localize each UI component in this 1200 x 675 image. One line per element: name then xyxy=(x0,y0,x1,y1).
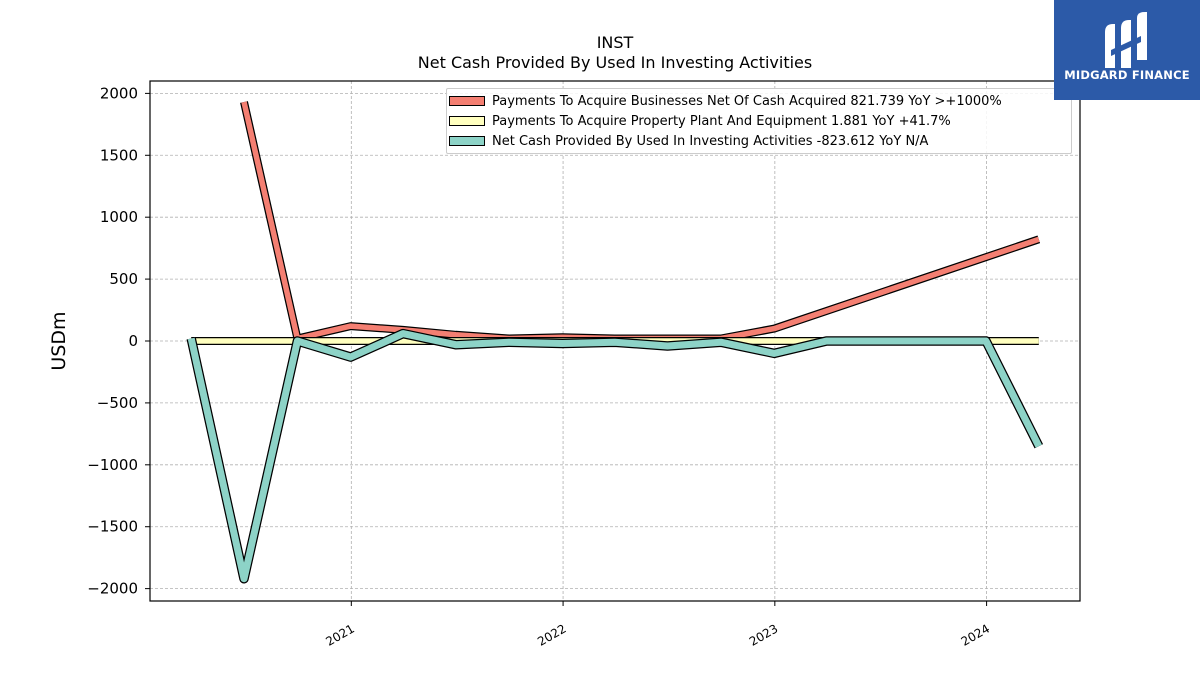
y-tick-label: 0 xyxy=(128,332,138,350)
midgard-finance-logo: MIDGARD FINANCE xyxy=(1054,0,1200,100)
legend-swatch-ppe xyxy=(449,116,485,126)
x-tick-label: 2022 xyxy=(535,621,568,648)
legend-swatch-investing xyxy=(449,136,485,146)
y-tick-label: 1000 xyxy=(100,208,138,226)
y-tick-label: 2000 xyxy=(100,84,138,102)
logo-text: MIDGARD FINANCE xyxy=(1064,68,1190,82)
series-outline-3 xyxy=(186,328,1044,584)
y-tick-label: −2000 xyxy=(87,580,138,598)
y-tick-label: −500 xyxy=(97,394,138,412)
logo-mark-icon xyxy=(1105,12,1147,68)
chart-title: INST xyxy=(596,33,634,52)
y-axis-label: USDm xyxy=(48,311,70,370)
legend-entry-businesses: Payments To Acquire Businesses Net Of Ca… xyxy=(447,92,1002,110)
series-line-3 xyxy=(187,330,1042,583)
chart-subtitle: Net Cash Provided By Used In Investing A… xyxy=(417,53,813,72)
legend-label-investing: Net Cash Provided By Used In Investing A… xyxy=(492,133,929,149)
chart-legend: Payments To Acquire Businesses Net Of Ca… xyxy=(446,88,1072,154)
legend-entry-ppe: Payments To Acquire Property Plant And E… xyxy=(447,112,951,130)
x-tick-label: 2021 xyxy=(323,621,356,648)
legend-label-businesses: Payments To Acquire Businesses Net Of Ca… xyxy=(492,93,1002,109)
y-tick-label: 500 xyxy=(109,270,138,288)
y-tick-label: −1500 xyxy=(87,518,138,536)
y-tick-label: 1500 xyxy=(100,146,138,164)
legend-label-ppe: Payments To Acquire Property Plant And E… xyxy=(492,113,951,129)
y-tick-label: −1000 xyxy=(87,456,138,474)
legend-swatch-businesses xyxy=(449,96,485,106)
plot-frame xyxy=(149,80,1081,602)
x-tick-label: 2024 xyxy=(959,621,992,648)
x-tick-label: 2023 xyxy=(747,621,780,648)
legend-entry-investing: Net Cash Provided By Used In Investing A… xyxy=(447,132,928,150)
